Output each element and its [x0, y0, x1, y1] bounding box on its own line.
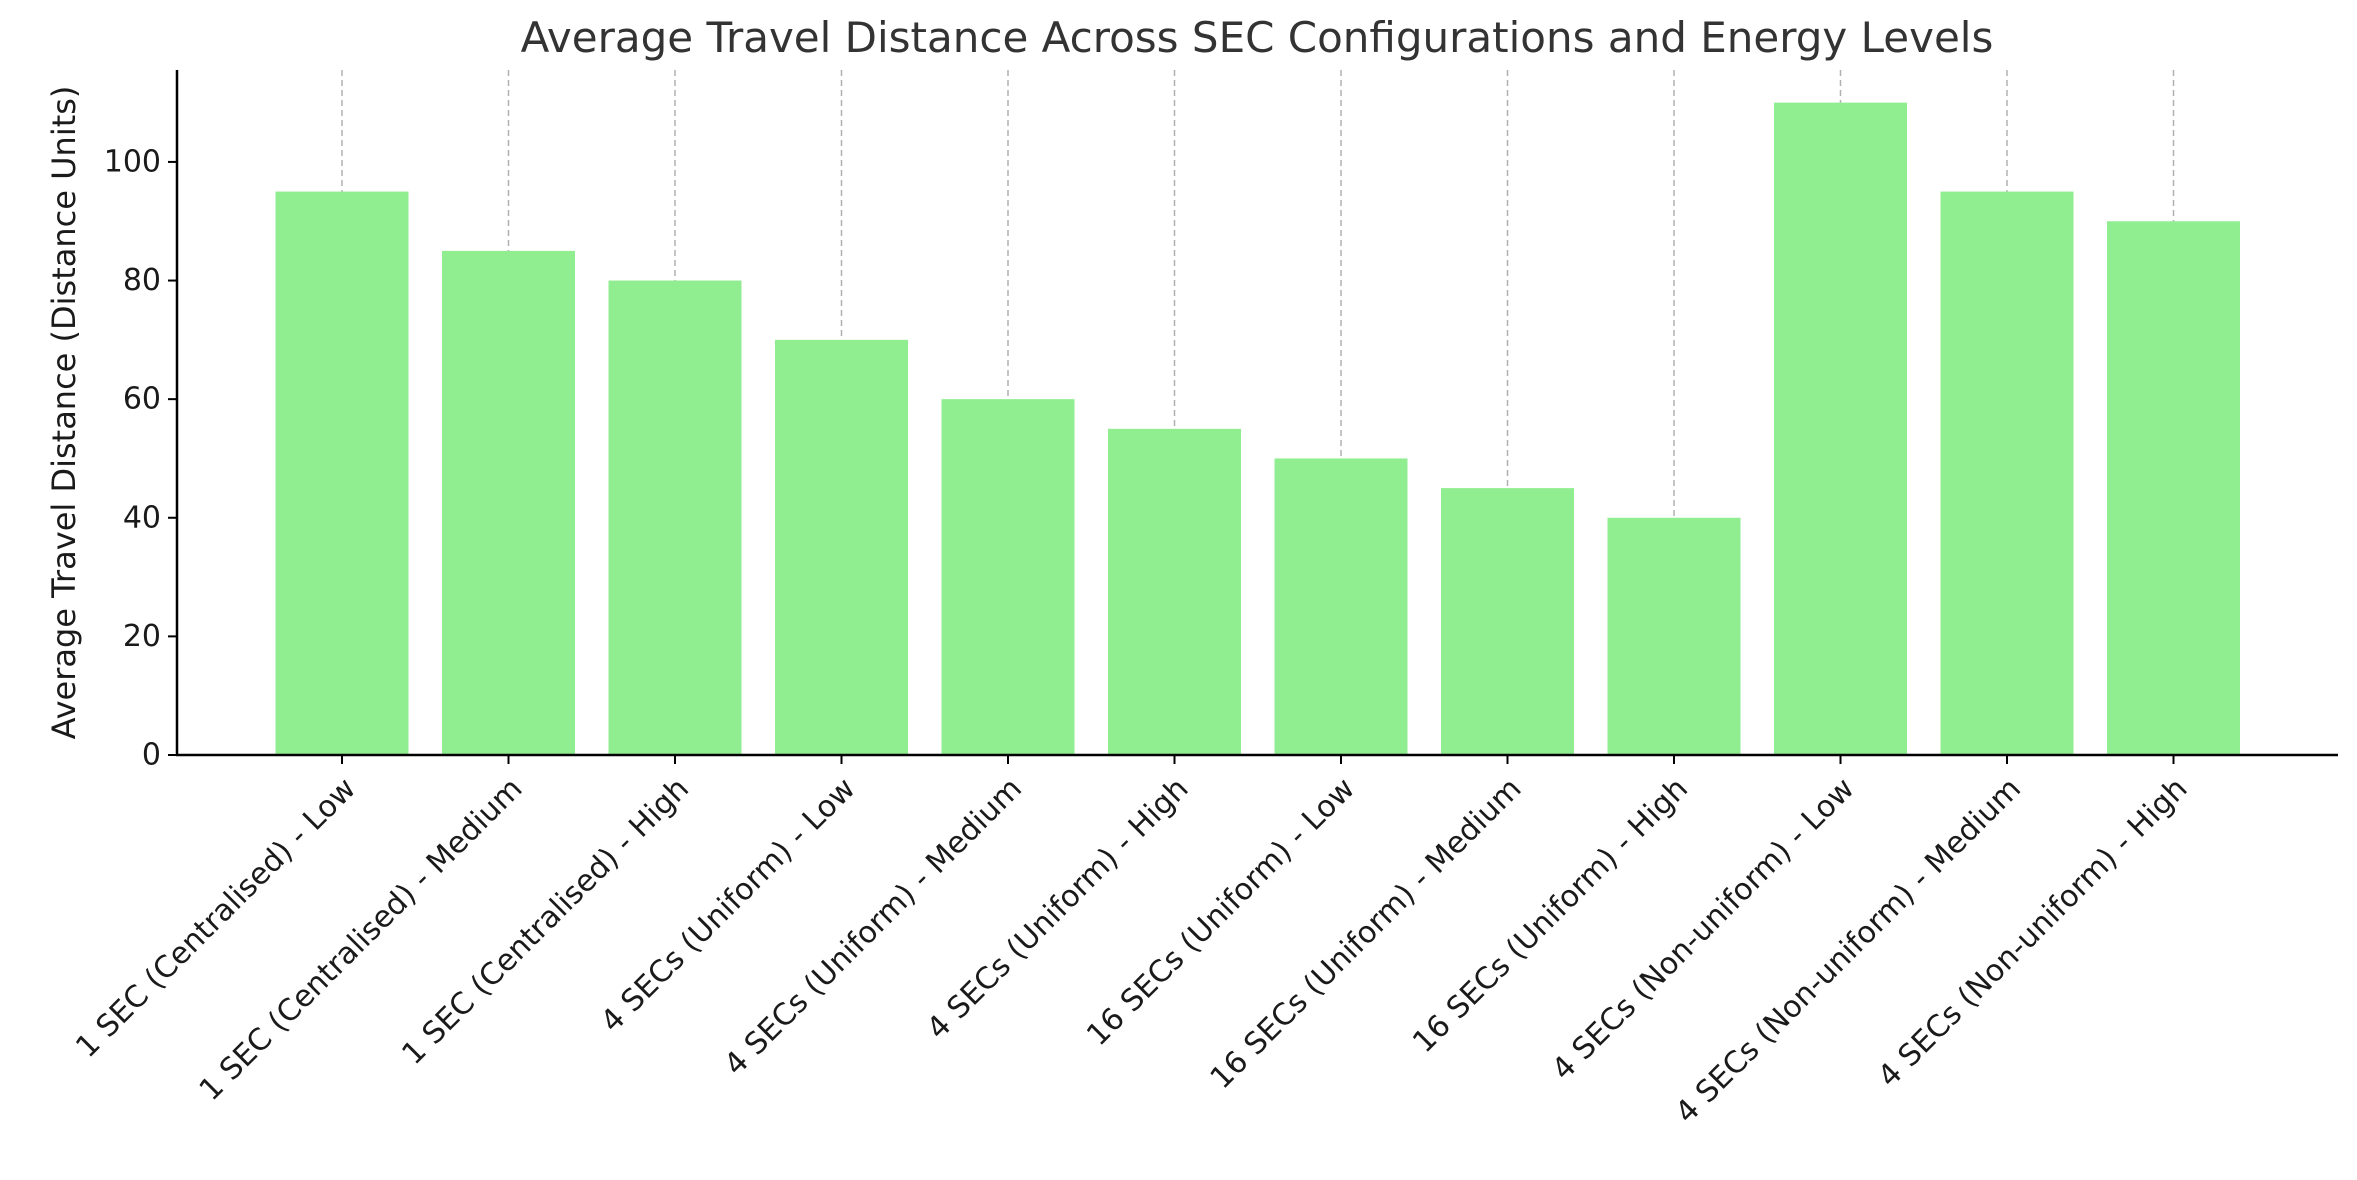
x-tick-label: 1 SEC (Centralised) - High	[395, 771, 696, 1072]
bar-11	[1940, 191, 2074, 756]
bar-1	[275, 191, 409, 756]
bar-2	[442, 250, 575, 755]
bar-10	[1774, 102, 1907, 756]
bar-7	[1274, 458, 1408, 755]
bar-8	[1441, 488, 1574, 755]
y-tick-label: 0	[142, 738, 161, 773]
bar-3	[608, 280, 742, 755]
y-axis-label: Average Travel Distance (Distance Units)	[45, 86, 83, 740]
bar-9	[1607, 517, 1741, 755]
y-ticks: 0 20 40 60 80 100	[104, 144, 177, 773]
x-tick-label: 4 SECs (Uniform) - High	[920, 771, 1195, 1046]
y-tick-label: 60	[123, 382, 161, 417]
x-tick-label: 16 SECs (Uniform) - Medium	[1204, 771, 1529, 1096]
chart-title: Average Travel Distance Across SEC Confi…	[521, 13, 1994, 62]
x-tick-label: 1 SEC (Centralised) - Medium	[193, 771, 530, 1108]
x-tick-label: 16 SECs (Uniform) - Low	[1080, 771, 1362, 1053]
x-tick-label: 4 SECs (Non-uniform) - High	[1871, 771, 2194, 1094]
x-tick-label: 4 SECs (Non-uniform) - Medium	[1669, 771, 2028, 1130]
bar-4	[775, 339, 908, 755]
bar-6	[1108, 428, 1241, 755]
bar-12	[2107, 221, 2240, 755]
x-tick-label: 1 SEC (Centralised) - Low	[69, 771, 363, 1065]
y-tick-label: 80	[123, 263, 161, 298]
axes-layer	[175, 70, 2338, 757]
y-tick-label: 40	[123, 500, 161, 535]
bar-5	[941, 399, 1075, 755]
x-tick-label: 16 SECs (Uniform) - High	[1406, 771, 1695, 1060]
y-tick-label: 20	[123, 619, 161, 654]
bars-layer	[275, 102, 2240, 756]
x-tick-label: 4 SECs (Uniform) - Medium	[718, 771, 1029, 1082]
y-tick-label: 100	[104, 144, 161, 179]
x-tick-label: 4 SECs (Non-uniform) - Low	[1545, 771, 1861, 1087]
